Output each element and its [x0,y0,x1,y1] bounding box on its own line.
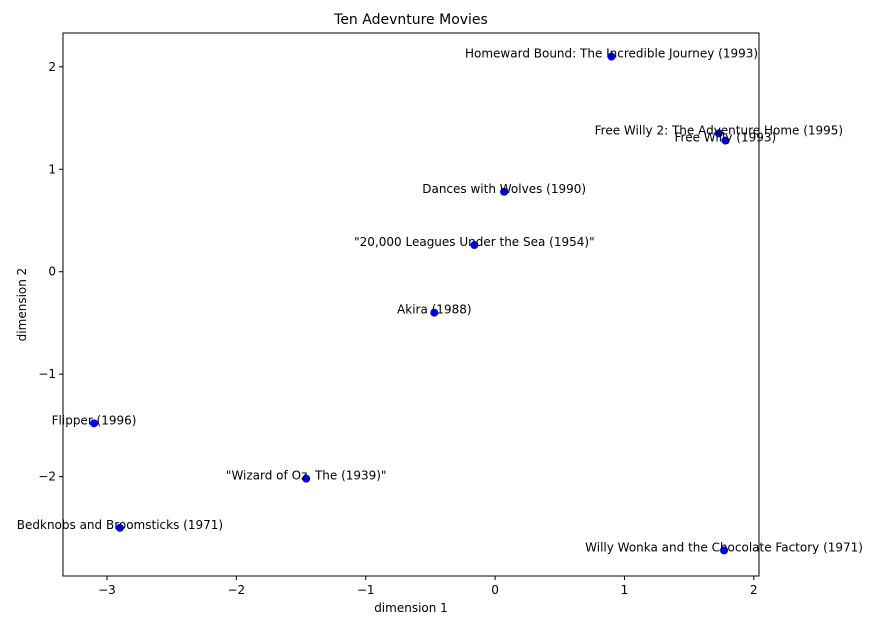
data-point [90,419,99,428]
y-axis-ticks: −2 −1 0 1 2 [38,60,63,484]
data-point [115,523,124,532]
x-axis-ticks: −3 −2 −1 0 1 2 [98,576,758,597]
plot-area-frame [62,32,760,577]
data-point [430,308,439,317]
x-axis-label: dimension 1 [374,601,448,615]
y-axis-label: dimension 2 [15,268,29,342]
data-point [607,52,616,61]
data-point [500,187,509,196]
x-tick-label: 1 [621,583,629,597]
plot-points [90,52,730,555]
data-point-label: Dances with Wolves (1990) [422,182,586,196]
x-tick-label: −3 [98,583,116,597]
point-labels: Homeward Bound: The Incredible Journey (… [17,47,863,555]
data-point [470,241,479,250]
x-tick-label: −1 [357,583,375,597]
data-point-label: Free Willy 2: The Adventure Home (1995) [595,123,843,137]
data-point-label: Homeward Bound: The Incredible Journey (… [465,47,758,61]
data-point [720,546,729,555]
x-tick-label: 0 [491,583,499,597]
data-point-label: Willy Wonka and the Chocolate Factory (1… [585,540,863,554]
y-tick-label: 2 [48,60,56,74]
y-tick-label: 0 [48,265,56,279]
data-point-label: Akira (1988) [397,303,472,317]
x-tick-label: −2 [228,583,246,597]
chart-title: Ten Adevnture Movies [333,12,488,28]
y-tick-label: −1 [38,367,56,381]
data-point-label: Free Willy (1993) [675,131,777,145]
data-point [721,136,730,145]
y-tick-label: 1 [48,162,56,176]
data-point-label: Bedknobs and Broomsticks (1971) [17,518,223,532]
data-point-label: "Wizard of Oz, The (1939)" [226,469,387,483]
data-point-label: "20,000 Leagues Under the Sea (1954)" [354,235,594,249]
data-point-label: Flipper (1996) [52,413,137,427]
x-tick-label: 2 [750,583,758,597]
data-point [302,474,311,483]
data-point [714,129,723,138]
y-tick-label: −2 [38,470,56,484]
